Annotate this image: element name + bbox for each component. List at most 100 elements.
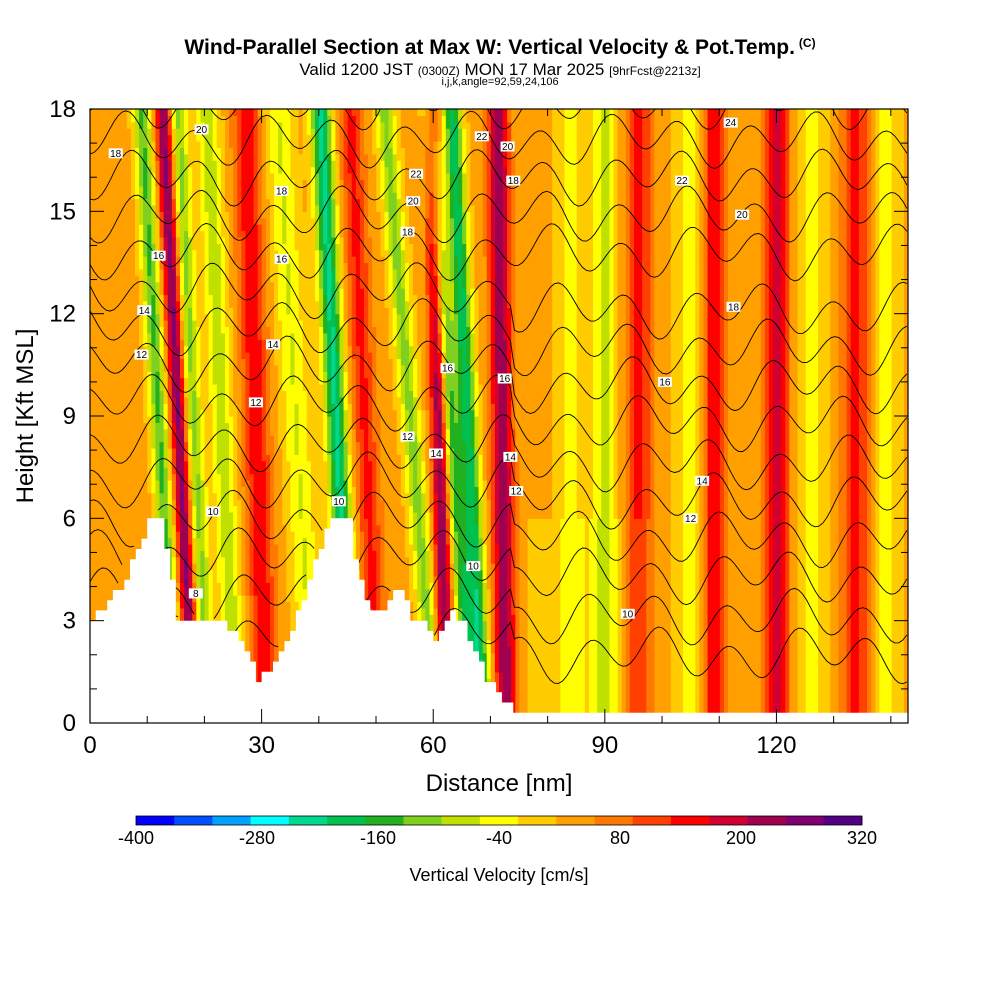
- field-cell: [179, 275, 185, 283]
- field-cell: [220, 339, 226, 347]
- field-cell: [196, 288, 202, 296]
- field-cell: [147, 403, 152, 411]
- field-cell: [134, 243, 140, 251]
- field-cell: [155, 499, 161, 507]
- field-cell: [155, 134, 161, 142]
- field-cell: [143, 275, 148, 283]
- field-cell: [130, 211, 136, 219]
- field-cell: [241, 153, 247, 161]
- field-cell: [114, 575, 120, 583]
- field-cell: [286, 422, 292, 430]
- field-cell: [290, 492, 296, 500]
- field-cell: [106, 447, 112, 455]
- field-cell: [216, 115, 222, 123]
- field-cell: [269, 428, 275, 436]
- field-cell: [196, 435, 202, 443]
- field-cell: [155, 364, 161, 372]
- field-cell: [151, 294, 157, 302]
- field-cell: [200, 217, 206, 225]
- field-cell: [286, 550, 292, 558]
- field-cell: [237, 224, 242, 232]
- field-cell: [253, 243, 259, 251]
- field-cell: [294, 236, 300, 244]
- field-cell: [257, 140, 263, 148]
- field-cell: [204, 396, 210, 404]
- field-cell: [171, 537, 177, 545]
- field-cell: [220, 531, 226, 539]
- field-cell: [282, 332, 287, 340]
- field-cell: [90, 352, 95, 360]
- field-cell: [102, 511, 107, 519]
- field-cell: [224, 428, 230, 436]
- field-cell: [126, 332, 132, 340]
- field-cell: [294, 582, 300, 590]
- field-cell: [220, 134, 226, 142]
- field-cell: [90, 224, 95, 232]
- field-cell: [118, 499, 124, 507]
- field-cell: [233, 185, 238, 193]
- field-cell: [94, 185, 99, 193]
- field-cell: [94, 166, 99, 174]
- field-cell: [212, 550, 218, 558]
- field-cell: [130, 422, 136, 430]
- field-cell: [196, 332, 202, 340]
- field-cell: [106, 377, 112, 385]
- field-cell: [139, 313, 144, 321]
- field-cell: [171, 294, 177, 302]
- field-cell: [212, 204, 218, 212]
- field-cell: [122, 307, 128, 315]
- field-cell: [278, 511, 283, 519]
- field-cell: [204, 371, 210, 379]
- field-cell: [237, 275, 242, 283]
- field-cell: [134, 460, 140, 468]
- field-cell: [208, 185, 214, 193]
- field-cell: [237, 447, 242, 455]
- field-cell: [106, 511, 112, 519]
- field-cell: [249, 211, 255, 219]
- field-cell: [110, 435, 116, 443]
- field-cell: [155, 115, 161, 123]
- field-cell: [290, 256, 296, 264]
- field-cell: [122, 422, 128, 430]
- field-cell: [126, 211, 132, 219]
- field-cell: [90, 377, 95, 385]
- field-cell: [204, 236, 210, 244]
- field-cell: [224, 377, 230, 385]
- field-cell: [269, 505, 275, 513]
- field-cell: [126, 543, 132, 551]
- field-cell: [110, 460, 116, 468]
- field-cell: [245, 633, 251, 641]
- field-cell: [151, 479, 157, 487]
- field-cell: [192, 256, 197, 264]
- field-cell: [212, 384, 218, 392]
- field-cell: [261, 396, 267, 404]
- field-cell: [241, 409, 247, 417]
- field-cell: [196, 320, 202, 328]
- field-cell: [208, 268, 214, 276]
- field-cell: [171, 224, 177, 232]
- field-cell: [253, 332, 259, 340]
- field-cell: [114, 345, 120, 353]
- field-cell: [167, 332, 173, 340]
- field-cell: [224, 185, 230, 193]
- field-cell: [110, 204, 116, 212]
- field-cell: [118, 428, 124, 436]
- field-cell: [278, 300, 283, 308]
- field-cell: [290, 569, 296, 577]
- field-cell: [159, 428, 165, 436]
- field-cell: [220, 185, 226, 193]
- field-cell: [188, 268, 193, 276]
- field-cell: [134, 511, 140, 519]
- field-cell: [188, 531, 193, 539]
- field-cell: [282, 531, 287, 539]
- field-cell: [122, 454, 128, 462]
- field-cell: [188, 249, 193, 257]
- field-cell: [265, 659, 271, 667]
- field-cell: [294, 268, 300, 276]
- field-cell: [147, 115, 152, 123]
- field-cell: [192, 531, 197, 539]
- field-cell: [220, 243, 226, 251]
- field-cell: [126, 128, 132, 136]
- field-cell: [229, 121, 234, 129]
